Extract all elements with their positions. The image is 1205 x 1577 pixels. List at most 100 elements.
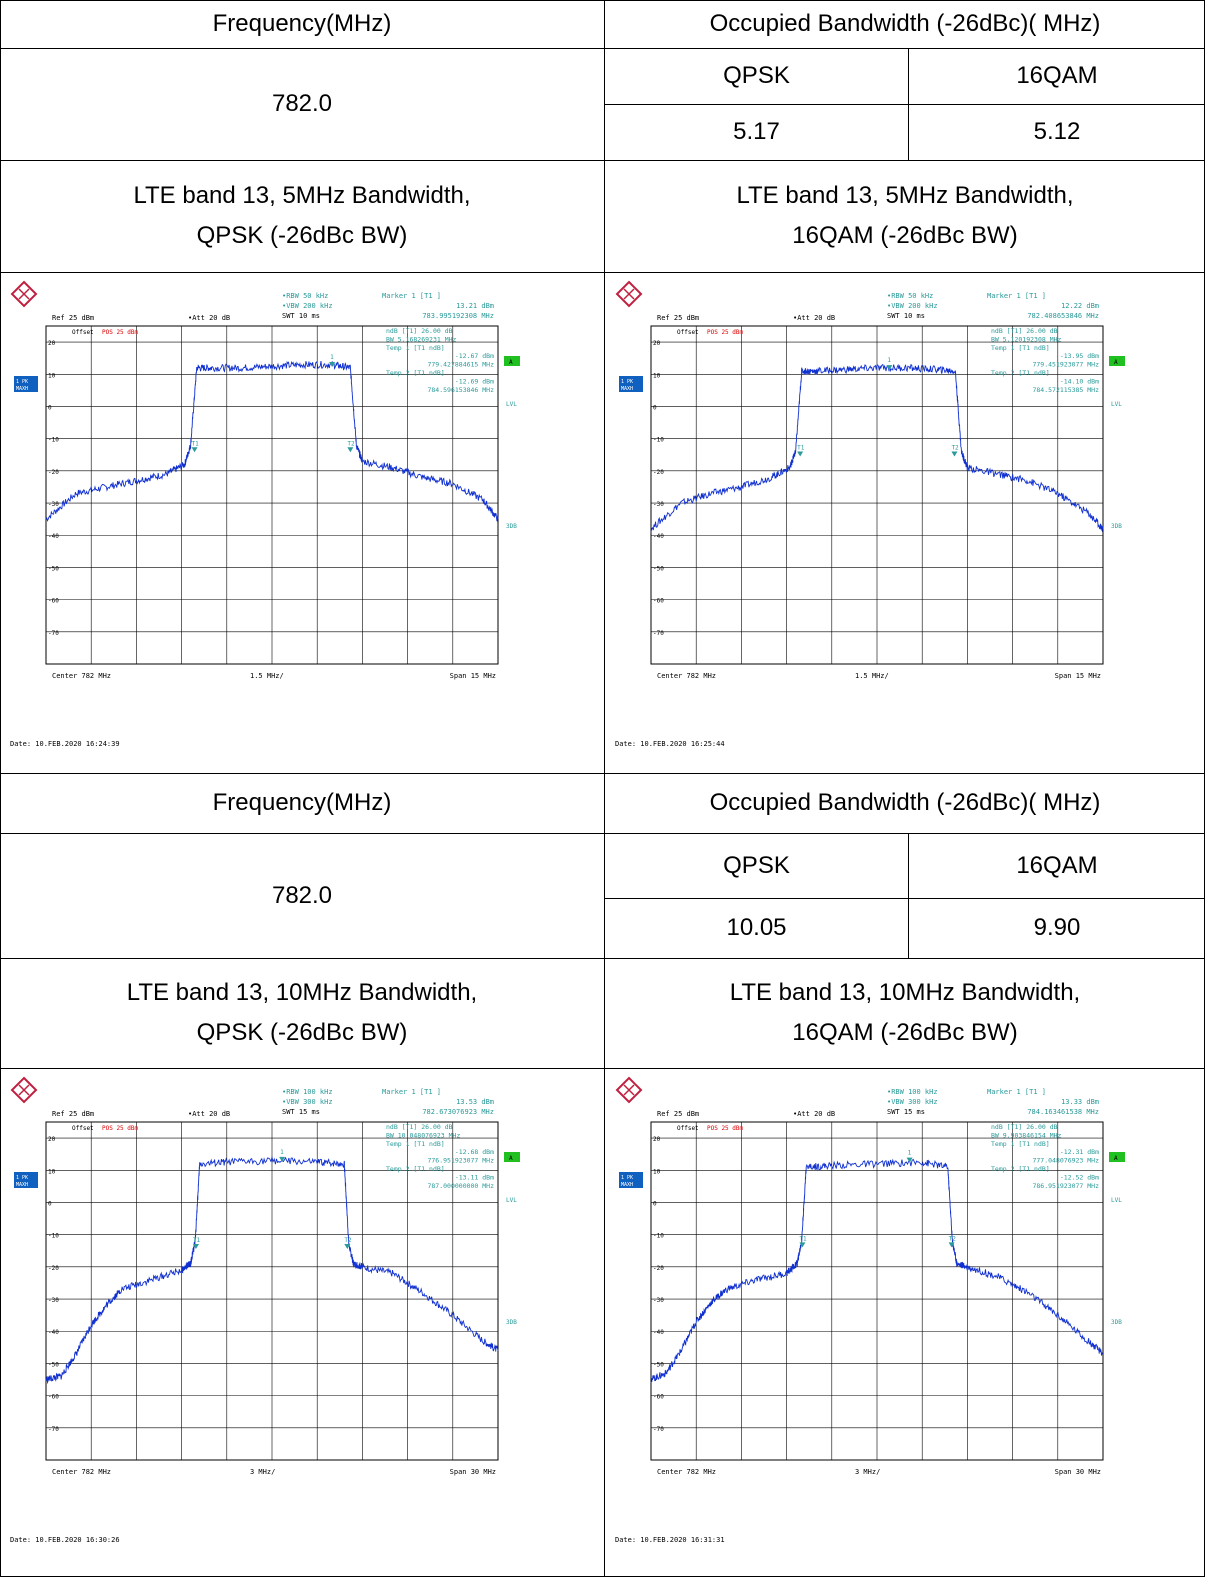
y-tick-label: 20 [653, 1136, 661, 1143]
y-tick-label: -50 [653, 565, 664, 572]
temp-marker-label: T1 [193, 1237, 201, 1244]
header-occupied-bandwidth: Occupied Bandwidth (-26dBc)( MHz) [709, 10, 1101, 37]
center-frequency-label: Center 782 MHz [657, 1468, 716, 1476]
db-label: 3DB [1111, 1319, 1122, 1326]
marker-label: Marker 1 [T1 ] [987, 292, 1046, 300]
y-tick-label: -10 [48, 1233, 59, 1240]
y-tick-label: -10 [653, 437, 664, 444]
marker-table-line: 786.951923077 MHz [1032, 1182, 1099, 1190]
marker-value: 13.53 dBm [456, 1098, 494, 1106]
att-label: •Att 20 dB [793, 1110, 835, 1118]
logo-cross [623, 1084, 635, 1096]
a-indicator-label: A [1114, 1155, 1118, 1162]
header-frequency: Frequency(MHz) [212, 10, 392, 37]
ref-label: Ref 25 dBm [52, 1110, 94, 1118]
trace-indicator-label: 1 PK [621, 1175, 633, 1181]
cell-divider [908, 48, 909, 160]
marker-table-line: -12.68 dBm [455, 1148, 494, 1156]
y-tick-label: 0 [48, 404, 52, 411]
marker-value: 13.33 dBm [1061, 1098, 1099, 1106]
y-tick-label: 10 [48, 372, 56, 379]
marker-table-line: 776.951923077 MHz [427, 1157, 494, 1165]
spectrum-analyzer-screen: •RBW 100 kHz •VBW 300 kHz SWT 15 ms Ref 25 … [10, 1076, 520, 1544]
vbw-label: •VBW 300 kHz [282, 1098, 333, 1106]
row-divider [0, 773, 1205, 774]
marker-frequency: 782.673076923 MHz [422, 1108, 494, 1116]
plot-title-line: QPSK (-26dBc BW) [196, 222, 408, 249]
marker-table-line: -12.69 dBm [455, 377, 494, 385]
header-occupied-bandwidth: Occupied Bandwidth (-26dBc)( MHz) [709, 789, 1101, 816]
marker-1-label: 1 [280, 1149, 284, 1156]
frequency-value: 782.0 [271, 90, 333, 117]
y-tick-label: -20 [653, 469, 664, 476]
lvl-label: LVL [506, 401, 517, 408]
vbw-label: •VBW 300 kHz [887, 1098, 938, 1106]
marker-value: 12.22 dBm [1061, 302, 1099, 310]
cell-divider [908, 833, 909, 958]
y-tick-label: -60 [48, 1394, 59, 1401]
marker-table-line: Temp 1 [T1 ndB] [386, 344, 445, 352]
date-label: Date: 10.FEB.2020 16:30:26 [10, 1536, 120, 1544]
marker-1-label: 1 [330, 354, 334, 361]
y-tick-label: -60 [48, 598, 59, 605]
trace-indicator-label: 1 PK [16, 379, 28, 385]
y-tick-label: -40 [48, 533, 59, 540]
db-label: 3DB [506, 523, 517, 530]
rohde-schwarz-logo-icon [10, 1076, 38, 1104]
marker-table-line: -13.95 dBm [1060, 352, 1099, 360]
spectrum-analyzer-screen: •RBW 100 kHz •VBW 300 kHz SWT 15 ms Ref 25 … [615, 1076, 1125, 1544]
spectrum-plot-1: •RBW 50 kHz •VBW 200 kHz SWT 10 ms Ref 25 d… [10, 280, 590, 760]
row-divider [0, 958, 1205, 959]
spectrum-analyzer-screen: •RBW 50 kHz •VBW 200 kHz SWT 10 ms Ref 25 d… [10, 280, 520, 748]
trace-indicator [14, 1172, 38, 1188]
span-label: Span 15 MHz [450, 672, 496, 680]
y-tick-label: -30 [48, 501, 59, 508]
y-tick-label: 20 [48, 1136, 56, 1143]
y-tick-label: -30 [653, 1297, 664, 1304]
y-tick-label: 10 [653, 372, 661, 379]
spectrum-trace [650, 1158, 1104, 1383]
trace-mode-label: MAXH [621, 386, 633, 392]
marker-table-line: -13.11 dBm [455, 1173, 494, 1181]
plot-title-line: 16QAM (-26dBc BW) [792, 222, 1018, 249]
marker-table-line: Temp 2 [T1 ndB] [991, 1165, 1050, 1173]
rohde-schwarz-logo-icon [615, 1076, 643, 1104]
plot-title-right: LTE band 13, 5MHz Bandwidth, 16QAM (-26d… [605, 160, 1205, 272]
trace-indicator-label: 1 PK [621, 379, 633, 385]
plot-title-line: 16QAM (-26dBc BW) [792, 1019, 1018, 1046]
vbw-label: •VBW 200 kHz [887, 302, 938, 310]
y-tick-label: -70 [653, 630, 664, 637]
marker-1-icon [279, 1156, 286, 1162]
temp-marker-icon [344, 1244, 351, 1250]
center-frequency-label: Center 782 MHz [52, 672, 111, 680]
y-tick-label: -20 [48, 1265, 59, 1272]
y-tick-label: -20 [48, 469, 59, 476]
att-label: •Att 20 dB [188, 1110, 230, 1118]
bandwidth-qpsk-value: 10.05 [726, 914, 787, 941]
row-divider [0, 833, 1205, 834]
temp-marker-icon [797, 451, 804, 457]
marker-table-line: 784.572115385 MHz [1032, 386, 1099, 394]
temp-marker-label: T2 [951, 445, 959, 452]
y-tick-label: -20 [653, 1265, 664, 1272]
lvl-label: LVL [1111, 1197, 1122, 1204]
a-indicator-label: A [509, 1155, 513, 1162]
y-tick-label: -10 [653, 1233, 664, 1240]
ref-position-label: POS 25 dBm [707, 1125, 744, 1132]
spectrum-plot-3: •RBW 100 kHz •VBW 300 kHz SWT 15 ms Ref 25 … [10, 1076, 590, 1556]
y-tick-label: 0 [48, 1200, 52, 1207]
spectrum-trace [650, 363, 1104, 533]
table-border-top [0, 0, 1205, 1]
ref-label: Ref 25 dBm [657, 1110, 699, 1118]
swt-label: SWT 15 ms [887, 1108, 925, 1116]
y-tick-label: -60 [653, 598, 664, 605]
marker-table-line: 777.048076923 MHz [1032, 1157, 1099, 1165]
center-frequency-label: Center 782 MHz [52, 1468, 111, 1476]
marker-table-line: 787.000000000 MHz [427, 1182, 494, 1190]
att-label: •Att 20 dB [188, 314, 230, 322]
marker-table-line: ndB [T1] 26.00 dB [991, 327, 1058, 335]
marker-table-line: 784.596153846 MHz [427, 386, 494, 394]
modulation-qpsk: QPSK [723, 851, 790, 879]
bandwidth-16qam-value: 5.12 [1033, 118, 1081, 145]
y-tick-label: -40 [653, 533, 664, 540]
